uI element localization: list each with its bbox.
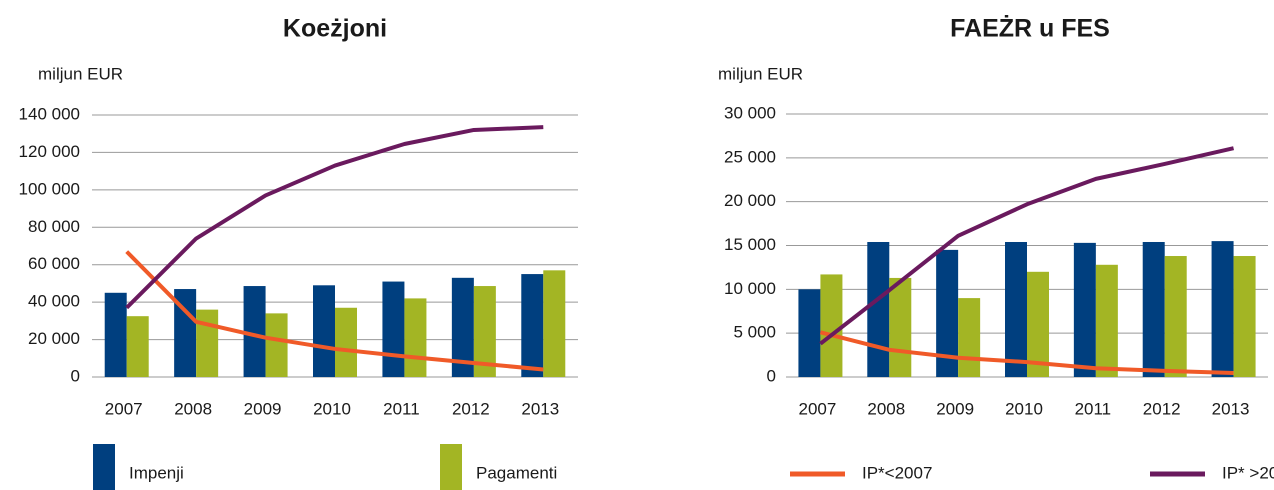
y-tick-label: 10 000 [724,279,776,298]
legend-swatch [440,444,462,490]
x-tick-label: 2007 [799,399,837,418]
bar [126,316,149,377]
x-tick-label: 2009 [244,399,282,418]
legend-swatch [93,444,115,490]
x-tick-label: 2013 [521,399,559,418]
line-series [125,125,544,310]
x-tick-label: 2012 [1143,399,1181,418]
line-series [125,250,544,372]
y-tick-label: 80 000 [28,217,80,236]
bar [958,298,981,377]
bar [265,313,288,377]
bar [889,277,912,377]
y-tick-label: 0 [71,366,80,385]
y-tick-label: 20 000 [28,329,80,348]
y-tick-label: 60 000 [28,254,80,273]
bar [196,309,219,377]
bar [174,289,197,377]
chart-title: Koeżjoni [283,15,387,43]
y-tick-label: 120 000 [19,142,80,161]
bar [1142,241,1165,377]
y-tick-label: 100 000 [19,179,80,198]
y-tick-label: 25 000 [724,147,776,166]
y-tick-label: 0 [767,366,776,385]
bar [798,289,821,377]
y-tick-label: 140 000 [19,104,80,123]
bar [451,277,474,377]
bar [1095,264,1118,377]
bar [1211,241,1234,377]
y-tick-label: 40 000 [28,292,80,311]
bar [104,292,127,377]
x-tick-label: 2011 [383,399,420,418]
line-series [819,330,1234,376]
x-tick-label: 2012 [452,399,490,418]
legend-label: IP* >2007 [1222,463,1274,482]
x-tick-label: 2008 [174,399,212,418]
bar [867,241,890,377]
y-axis-label: miljun EUR [718,64,803,83]
x-tick-label: 2007 [105,399,143,418]
x-tick-label: 2008 [867,399,905,418]
legend-label: IP*<2007 [862,463,932,482]
bar [335,307,357,377]
bar [1233,256,1256,377]
y-tick-label: 5 000 [733,323,776,342]
bar [243,286,266,377]
bar [820,274,843,377]
x-tick-label: 2013 [1212,399,1250,418]
bar [936,249,959,377]
line-series [819,146,1235,346]
bar [1164,256,1187,377]
y-tick-label: 30 000 [724,103,776,122]
bar [521,274,544,377]
bar [382,281,405,377]
x-tick-label: 2010 [1005,399,1043,418]
chart-title: FAEŻR u FES [950,15,1110,43]
bar [313,285,335,377]
legend-label: Pagamenti [476,463,557,482]
y-tick-label: 15 000 [724,235,776,254]
y-tick-label: 20 000 [724,191,776,210]
x-tick-label: 2009 [936,399,974,418]
legend-label: Impenji [129,463,184,482]
x-tick-label: 2010 [313,399,351,418]
bar [1073,242,1096,377]
bar [543,270,566,377]
bar [473,286,496,377]
y-axis-label: miljun EUR [38,64,123,83]
bar [1027,271,1049,377]
x-tick-label: 2011 [1075,399,1112,418]
bar [404,298,427,377]
bar [1005,241,1027,377]
